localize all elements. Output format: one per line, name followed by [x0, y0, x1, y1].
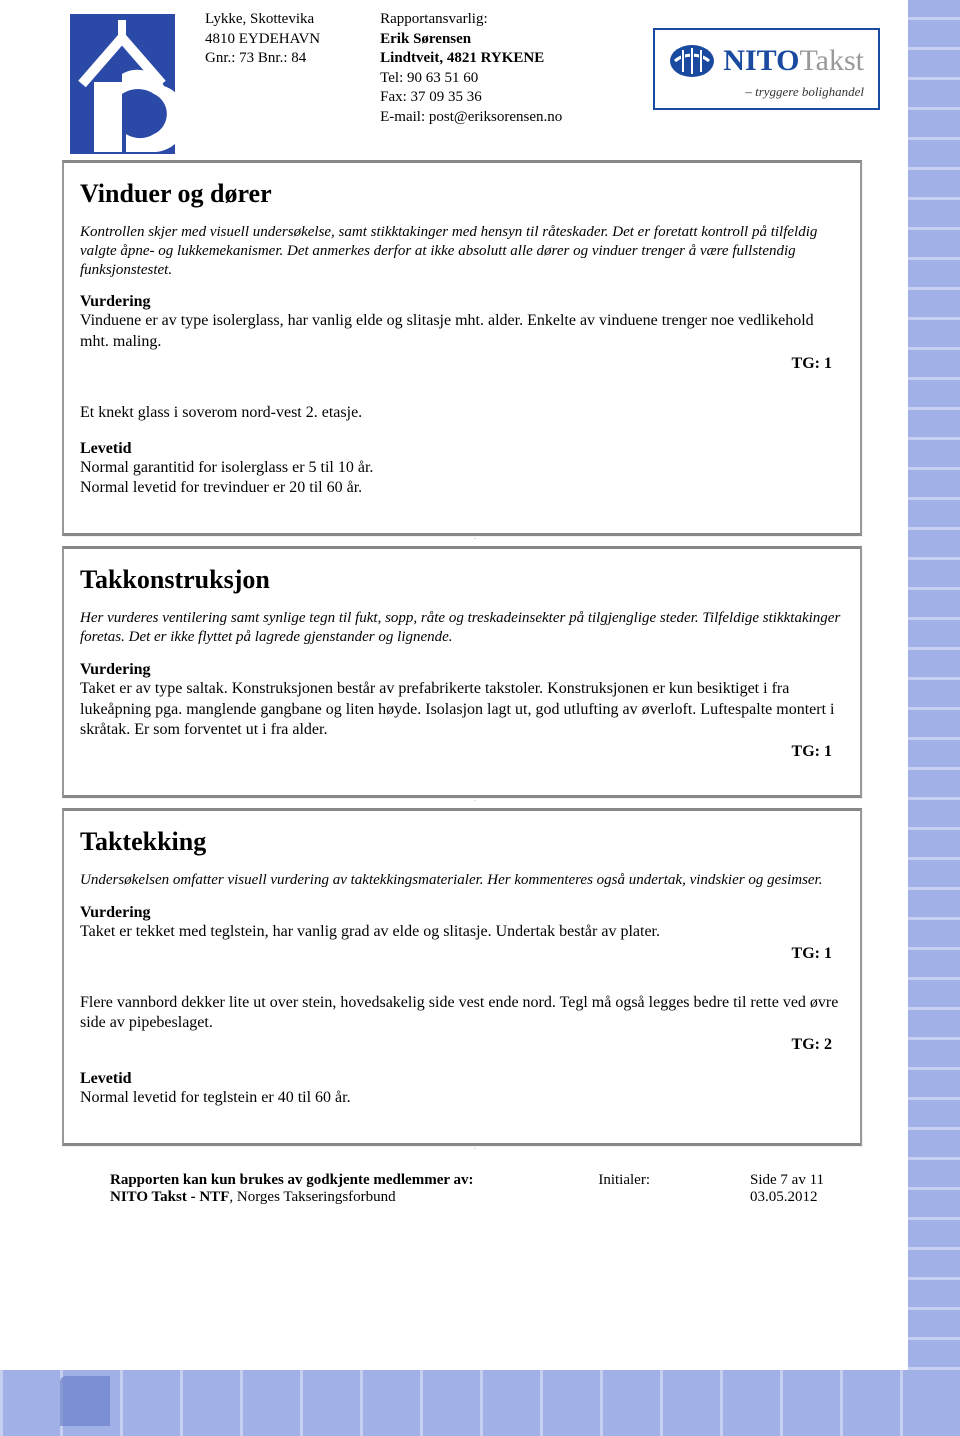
tg-value-2: TG: 2: [80, 1036, 844, 1054]
footer-right: Side 7 av 11 03.05.2012: [750, 1172, 880, 1206]
footer-left-line1: Rapporten kan kun brukes av godkjente me…: [110, 1172, 474, 1189]
section-separator: .: [70, 1146, 880, 1150]
levetid-text-2: Normal levetid for trevinduer er 20 til …: [80, 478, 844, 499]
tg-value: TG: 1: [80, 355, 844, 373]
responsible-fax: Fax: 37 09 35 36: [380, 88, 562, 108]
responsible-email: E-mail: post@eriksorensen.no: [380, 108, 562, 128]
section-taktekking: Taktekking Undersøkelsen omfatter visuel…: [62, 808, 862, 1146]
section-title: Takkonstruksjon: [80, 565, 844, 595]
section-separator: .: [70, 536, 880, 540]
blueprint-decoration-corner: [60, 1376, 110, 1426]
nito-brand-1: NITO: [723, 44, 799, 77]
nito-logo-text: NITOTakst: [723, 44, 864, 78]
section-intro: Undersøkelsen omfatter visuell vurdering…: [80, 871, 844, 890]
extra-note: Flere vannbord dekker lite ut over stein…: [80, 993, 844, 1035]
vurdering-label: Vurdering: [80, 661, 844, 679]
gnr-bnr: Gnr.: 73 Bnr.: 84: [205, 49, 320, 69]
vurdering-text: Taket er av type saltak. Konstruksjonen …: [80, 679, 844, 741]
levetid-label: Levetid: [80, 440, 844, 458]
levetid-text-1: Normal garantitid for isolerglass er 5 t…: [80, 458, 844, 479]
section-takkonstruksjon: Takkonstruksjon Her vurderes ventilering…: [62, 546, 862, 798]
page-content: Lykke, Skottevika 4810 EYDEHAVN Gnr.: 73…: [0, 0, 960, 1286]
extra-note: Et knekt glass i soverom nord-vest 2. et…: [80, 403, 844, 424]
tg-value: TG: 1: [80, 945, 844, 963]
nito-tagline: – tryggere bolighandel: [745, 84, 864, 100]
vurdering-label: Vurdering: [80, 293, 844, 311]
vurdering-text: Taket er tekket med teglstein, har vanli…: [80, 922, 844, 943]
blueprint-decoration-bottom: [0, 1370, 960, 1436]
section-title: Taktekking: [80, 827, 844, 857]
header-text-block: Lykke, Skottevika 4810 EYDEHAVN Gnr.: 73…: [205, 10, 562, 127]
section-title: Vinduer og dører: [80, 179, 844, 209]
header-left-col: Lykke, Skottevika 4810 EYDEHAVN Gnr.: 73…: [205, 10, 320, 127]
tg-value: TG: 1: [80, 743, 844, 761]
client-name: Lykke, Skottevika: [205, 10, 320, 30]
nito-logo-box: NITOTakst – tryggere bolighandel: [653, 28, 880, 110]
responsible-name: Erik Sørensen: [380, 30, 562, 50]
levetid-text: Normal levetid for teglstein er 40 til 6…: [80, 1088, 844, 1109]
footer-ntf-brand: NITO Takst: [110, 1189, 187, 1205]
levetid-label: Levetid: [80, 1070, 844, 1088]
header-right-col: Rapportansvarlig: Erik Sørensen Lindtvei…: [380, 10, 562, 127]
footer-date: 03.05.2012: [750, 1189, 880, 1206]
ab-house-logo: [70, 14, 175, 154]
footer-initials: Initialer:: [598, 1172, 650, 1206]
responsible-address: Lindtveit, 4821 RYKENE: [380, 49, 562, 69]
vurdering-label: Vurdering: [80, 904, 844, 922]
document-footer: Rapporten kan kun brukes av godkjente me…: [70, 1172, 880, 1206]
section-intro: Kontrollen skjer med visuell undersøkels…: [80, 223, 844, 279]
nito-brand-2: Takst: [799, 44, 864, 77]
footer-left: Rapporten kan kun brukes av godkjente me…: [110, 1172, 474, 1206]
section-intro: Her vurderes ventilering samt synlige te…: [80, 609, 844, 647]
client-address: 4810 EYDEHAVN: [205, 30, 320, 50]
section-vinduer-og-dorer: Vinduer og dører Kontrollen skjer med vi…: [62, 160, 862, 536]
footer-ntf-abbr: - NTF: [187, 1189, 230, 1205]
responsible-tel: Tel: 90 63 51 60: [380, 69, 562, 89]
nito-logo-mark-icon: [669, 38, 715, 84]
footer-ntf-full: , Norges Takseringsforbund: [229, 1189, 395, 1205]
nito-logo: NITOTakst: [669, 38, 864, 84]
section-separator: .: [70, 798, 880, 802]
responsible-label: Rapportansvarlig:: [380, 10, 562, 30]
footer-left-line2: NITO Takst - NTF, Norges Takseringsforbu…: [110, 1189, 474, 1206]
document-header: Lykke, Skottevika 4810 EYDEHAVN Gnr.: 73…: [70, 10, 880, 154]
footer-page: Side 7 av 11: [750, 1172, 880, 1189]
vurdering-text: Vinduene er av type isolerglass, har van…: [80, 311, 844, 353]
